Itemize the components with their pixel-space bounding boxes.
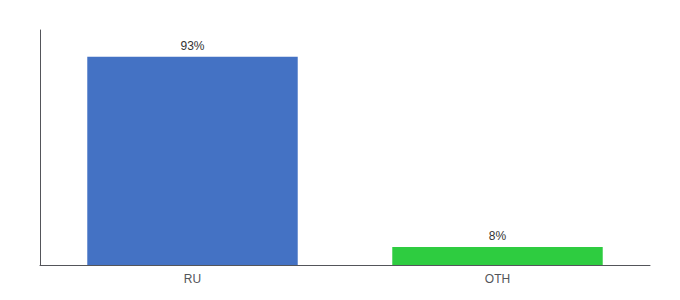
svg-text:93%: 93% <box>180 39 204 53</box>
svg-text:RU: RU <box>184 272 201 286</box>
svg-text:8%: 8% <box>489 229 507 243</box>
svg-text:OTH: OTH <box>485 272 510 286</box>
